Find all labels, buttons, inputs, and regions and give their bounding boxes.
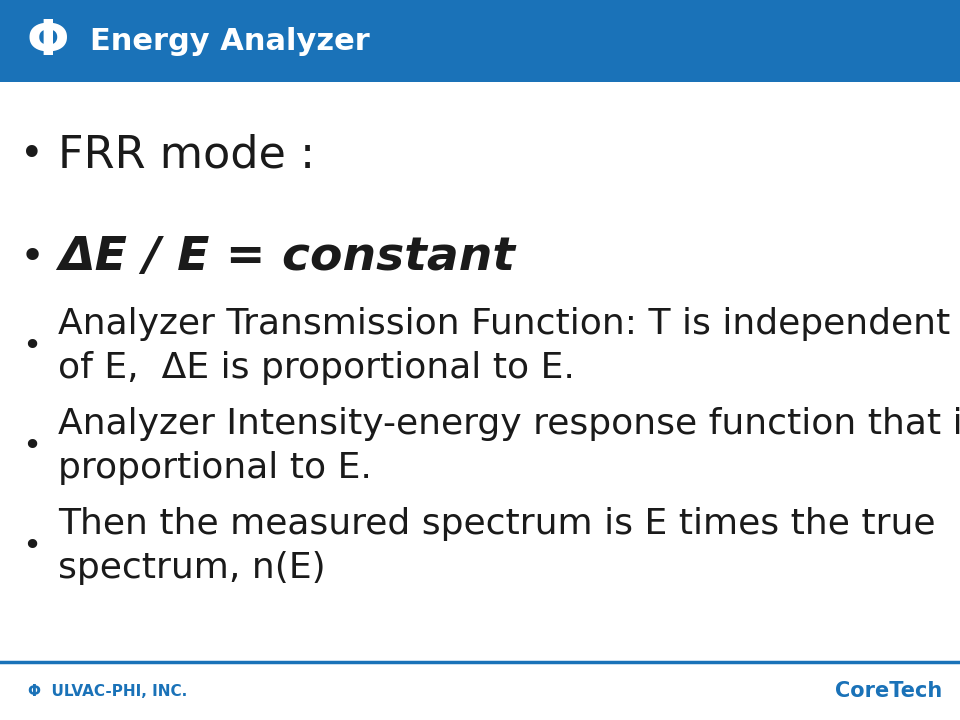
Text: ΔE / E = constant: ΔE / E = constant [58,235,515,281]
Text: CoreTech: CoreTech [835,681,942,701]
Bar [0,0,960,82]
Text: •: • [20,135,44,175]
Text: FRR mode :: FRR mode : [58,133,315,176]
Text: •: • [22,531,41,562]
Bar [0,662,960,720]
Text: •: • [22,431,41,462]
Text: Analyzer Transmission Function: T is independent
of E,  ΔE is proportional to E.: Analyzer Transmission Function: T is ind… [58,307,950,384]
Text: •: • [19,237,44,279]
Text: •: • [22,330,41,361]
Text: Φ  ULVAC-PHI, INC.: Φ ULVAC-PHI, INC. [28,683,187,698]
Text: Then the measured spectrum is E times the true
spectrum, n(E): Then the measured spectrum is E times th… [58,508,935,585]
Text: Φ: Φ [27,17,69,65]
Text: Energy Analyzer: Energy Analyzer [90,27,370,55]
Text: Analyzer Intensity-energy response function that is
proportional to E.: Analyzer Intensity-energy response funct… [58,408,960,485]
